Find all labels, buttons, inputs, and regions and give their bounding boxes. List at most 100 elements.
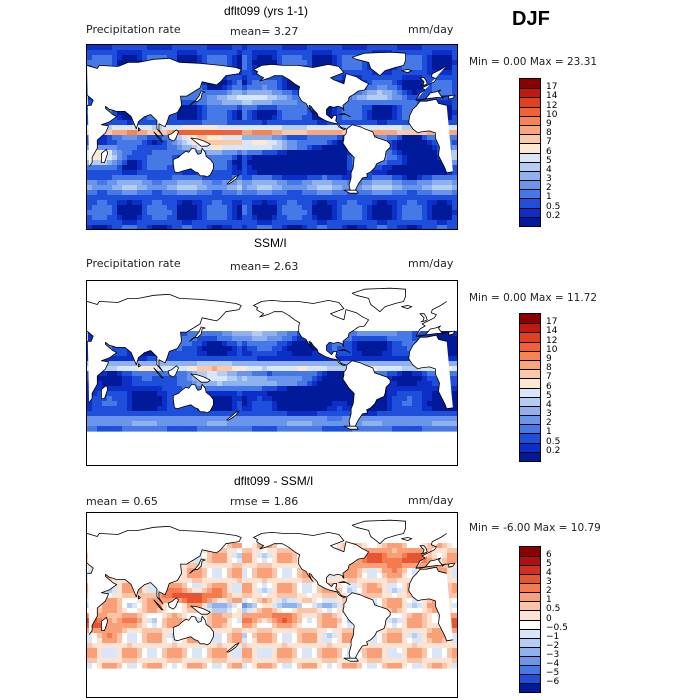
colorbar-swatch bbox=[520, 387, 540, 397]
landmass bbox=[172, 615, 214, 646]
landmass bbox=[87, 293, 456, 410]
colorbar-tick-label: 8 bbox=[546, 128, 552, 139]
panel-1-units: mm/day bbox=[408, 23, 454, 36]
landmass bbox=[167, 365, 179, 378]
colorbar-tick-label: 9 bbox=[546, 353, 552, 364]
panel-1-mean: mean= 3.27 bbox=[230, 25, 299, 38]
colorbar-swatch bbox=[520, 592, 540, 602]
landmass bbox=[153, 367, 164, 379]
landmass bbox=[172, 383, 214, 414]
map-svg bbox=[87, 287, 457, 432]
colorbar-swatch bbox=[520, 143, 540, 153]
landmass bbox=[172, 147, 214, 178]
colorbar-tick-label: 8 bbox=[546, 363, 552, 374]
colorbar-swatch bbox=[520, 134, 540, 144]
landmass bbox=[189, 90, 206, 106]
colorbar-swatch bbox=[520, 161, 540, 171]
landmass bbox=[138, 127, 141, 132]
landmass bbox=[343, 425, 359, 430]
colorbar-swatch bbox=[520, 565, 540, 575]
panel-3-mean: mean = 0.65 bbox=[86, 495, 158, 508]
colorbar-tick-label: 1 bbox=[546, 427, 552, 438]
landmass bbox=[190, 137, 211, 147]
colorbar-tick-label: 0.5 bbox=[546, 604, 561, 615]
colorbar-tick-label: −1 bbox=[546, 631, 560, 642]
colorbar-tick-label: −0.5 bbox=[546, 622, 568, 633]
landmass bbox=[419, 77, 428, 87]
panel-1-colorbar: 17 14 12 10 9 8 7 6 5 4 3 2 1 0.5 0.2 bbox=[519, 78, 560, 227]
colorbar-tick-label: 5 bbox=[546, 559, 552, 570]
colorbar-tick-label: 2 bbox=[546, 418, 552, 429]
panel-2-map bbox=[86, 280, 458, 466]
colorbar-tick-label: 10 bbox=[546, 109, 558, 120]
landmass bbox=[138, 363, 141, 368]
panel-2-mean: mean= 2.63 bbox=[230, 260, 299, 273]
colorbar-swatch bbox=[520, 106, 540, 116]
landmass bbox=[138, 595, 141, 600]
colorbar-tick-label: 4 bbox=[546, 164, 552, 175]
colorbar-tick-label: 14 bbox=[546, 91, 558, 102]
colorbar-swatch bbox=[520, 216, 540, 226]
colorbar-swatch bbox=[520, 314, 540, 324]
colorbar-swatch bbox=[520, 378, 540, 388]
landmass bbox=[101, 384, 108, 399]
map-svg bbox=[87, 519, 457, 669]
landmass bbox=[401, 305, 413, 309]
landmass bbox=[226, 174, 240, 185]
landmass bbox=[342, 360, 391, 429]
colorbar-swatch bbox=[520, 350, 540, 360]
colorbar-swatch bbox=[520, 170, 540, 181]
colorbar-tick-label: 3 bbox=[546, 409, 552, 420]
colorbar-swatch bbox=[520, 664, 540, 674]
colorbar-swatch bbox=[520, 88, 540, 98]
landmass bbox=[167, 597, 179, 610]
panel-1-title: dflt099 (yrs 1-1) bbox=[224, 4, 309, 18]
colorbar-swatch bbox=[520, 646, 540, 656]
colorbar-swatch bbox=[520, 682, 540, 692]
colorbar-swatch bbox=[520, 115, 540, 125]
colorbar-swatch bbox=[520, 547, 540, 557]
colorbar-swatch bbox=[520, 673, 540, 683]
colorbar-tick-label: 4 bbox=[546, 568, 552, 579]
landmass bbox=[401, 537, 413, 541]
colorbar-swatch bbox=[520, 583, 540, 593]
colorbar-swatch bbox=[520, 180, 540, 190]
colorbar-tick-label: 0.2 bbox=[546, 445, 561, 456]
colorbar-swatch bbox=[520, 341, 540, 351]
landmass bbox=[87, 525, 456, 642]
colorbar-swatch bbox=[520, 359, 540, 370]
landmass bbox=[338, 349, 351, 353]
landmass bbox=[101, 148, 108, 163]
colorbar-tick-label: 6 bbox=[546, 550, 552, 561]
map-svg bbox=[87, 45, 457, 229]
colorbar-tick-label: 1 bbox=[546, 595, 552, 606]
landmass bbox=[342, 592, 391, 661]
colorbar-swatch bbox=[520, 556, 540, 566]
colorbar-tick-label: 0.5 bbox=[546, 436, 561, 447]
colorbar-swatch bbox=[520, 323, 540, 333]
colorbar-swatch bbox=[520, 442, 540, 452]
colorbar-tick-label: 7 bbox=[546, 372, 552, 383]
colorbar-tick-label: 10 bbox=[546, 344, 558, 355]
landmass bbox=[153, 599, 164, 611]
panel-3-units: mm/day bbox=[408, 494, 454, 507]
panel-1-variable: Precipitation rate bbox=[86, 23, 181, 36]
season-label: DJF bbox=[512, 8, 550, 30]
colorbar-tick-label: 17 bbox=[546, 317, 558, 328]
landmass bbox=[253, 64, 369, 131]
colorbar-swatch bbox=[520, 79, 540, 89]
colorbar-swatch bbox=[520, 610, 540, 620]
colorbar-tick-label: 0.5 bbox=[546, 201, 561, 212]
landmass bbox=[253, 300, 369, 367]
colorbar-tick-label: 5 bbox=[546, 155, 552, 166]
colorbar-tick-label: 14 bbox=[546, 326, 558, 337]
colorbar-tick-label: 0 bbox=[546, 613, 552, 624]
landmass bbox=[153, 131, 164, 143]
landmass bbox=[351, 519, 406, 545]
colorbar-swatch bbox=[520, 574, 540, 584]
colorbar-swatch bbox=[520, 332, 540, 342]
colorbar-tick-label: −3 bbox=[546, 649, 560, 660]
colorbar-tick-label: −5 bbox=[546, 667, 560, 678]
colorbar-tick-label: 2 bbox=[546, 183, 552, 194]
colorbar-tick-label: −2 bbox=[546, 640, 560, 651]
